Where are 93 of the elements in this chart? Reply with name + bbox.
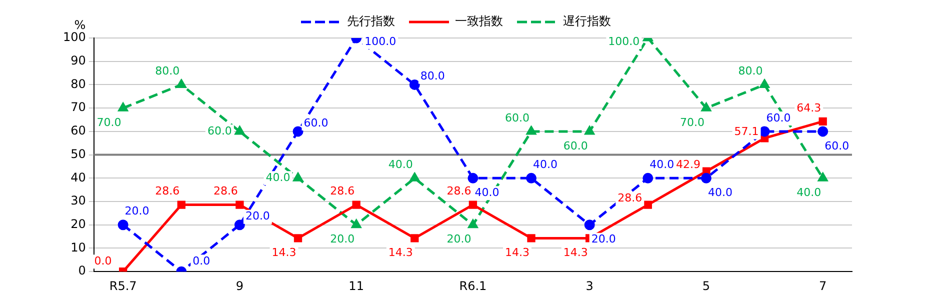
- point: [642, 172, 654, 184]
- y-tick-label: 60: [70, 124, 86, 138]
- x-tick-label: 3: [586, 278, 594, 293]
- point: [294, 234, 302, 242]
- point: [759, 126, 770, 137]
- point: [644, 200, 652, 209]
- point: [527, 234, 536, 242]
- point: [118, 102, 128, 112]
- legend-label: 先行指数: [347, 14, 395, 28]
- y-tick-label: 0: [78, 264, 86, 278]
- legend-label: 遅行指数: [563, 14, 611, 28]
- y-tick-label: 80: [70, 76, 86, 91]
- data-label: 80.0: [420, 70, 445, 83]
- point: [818, 126, 828, 137]
- data-label: 100.0: [364, 34, 396, 48]
- point: [818, 172, 828, 182]
- point: [526, 172, 537, 184]
- y-tick-label: 90: [70, 53, 86, 68]
- point: [293, 172, 303, 182]
- point: [176, 79, 186, 88]
- data-label: 14.3: [388, 246, 413, 260]
- y-tick-label: 20: [70, 217, 86, 232]
- data-label: 64.3: [796, 101, 822, 114]
- data-label: 28.6: [155, 184, 180, 198]
- data-label: 20.0: [124, 204, 150, 218]
- point: [700, 172, 712, 184]
- point: [468, 172, 478, 184]
- data-label: 70.0: [96, 116, 122, 129]
- data-label: 20.0: [446, 232, 472, 246]
- x-tick-label: 11: [348, 278, 364, 293]
- data-label: 60.0: [505, 111, 530, 124]
- data-label: 0.0: [94, 254, 112, 268]
- point: [352, 200, 360, 209]
- data-label: 70.0: [680, 116, 704, 129]
- y-tick-label: 70: [70, 100, 86, 114]
- x-tick-label: 5: [702, 278, 710, 293]
- data-label: 20.0: [591, 232, 616, 246]
- data-label: 40.0: [533, 158, 558, 172]
- data-label: 14.3: [272, 246, 296, 260]
- data-label: 60.0: [824, 139, 850, 152]
- data-label: 40.0: [796, 186, 822, 200]
- data-label: 60.0: [304, 116, 328, 130]
- point: [118, 220, 128, 230]
- point: [468, 220, 478, 228]
- point: [526, 126, 536, 135]
- y-tick-label: 100: [63, 30, 86, 44]
- data-label: 42.9: [676, 158, 700, 172]
- point: [468, 200, 478, 209]
- data-label: 40.0: [650, 158, 674, 172]
- x-tick-label: 9: [236, 278, 244, 293]
- point: [584, 220, 595, 230]
- data-label: 28.6: [330, 184, 355, 198]
- point: [236, 200, 244, 209]
- y-tick-label: 10: [70, 240, 86, 254]
- data-label: 60.0: [207, 124, 232, 138]
- data-label: 14.3: [505, 246, 530, 260]
- legend-label: 一致指数: [455, 14, 503, 28]
- point: [410, 234, 419, 242]
- data-label: 28.6: [446, 184, 472, 198]
- x-tick-label: 7: [819, 278, 827, 293]
- data-label: 20.0: [245, 210, 270, 223]
- point: [584, 126, 594, 135]
- data-label: 100.0: [608, 34, 640, 48]
- data-label: 40.0: [474, 186, 500, 200]
- data-label: 80.0: [738, 64, 763, 78]
- data-label: 60.0: [766, 111, 791, 124]
- data-label: 40.0: [388, 158, 413, 172]
- point: [234, 220, 245, 230]
- data-label: 40.0: [266, 171, 290, 184]
- point: [702, 102, 711, 112]
- y-tick-label: 50: [70, 146, 86, 161]
- data-label: 20.0: [330, 232, 355, 246]
- data-label: 28.6: [618, 192, 642, 205]
- y-tick-label: 40: [70, 170, 86, 184]
- data-label: 60.0: [563, 139, 588, 152]
- data-label: 57.1: [734, 125, 759, 138]
- point: [234, 126, 244, 135]
- point: [292, 126, 304, 137]
- x-tick-label: R6.1: [459, 278, 487, 293]
- data-label: 80.0: [155, 64, 180, 78]
- point: [760, 79, 770, 88]
- data-label: 14.3: [563, 246, 588, 260]
- point: [818, 117, 827, 126]
- point: [409, 79, 420, 90]
- y-axis-title: %: [74, 18, 86, 32]
- data-label: 0.0: [192, 254, 210, 268]
- x-tick-label: R5.7: [109, 278, 137, 293]
- point: [410, 172, 420, 182]
- data-label: 28.6: [213, 184, 238, 198]
- point: [352, 220, 362, 228]
- y-tick-label: 30: [70, 194, 86, 208]
- data-label: 40.0: [708, 186, 732, 200]
- point: [177, 200, 186, 209]
